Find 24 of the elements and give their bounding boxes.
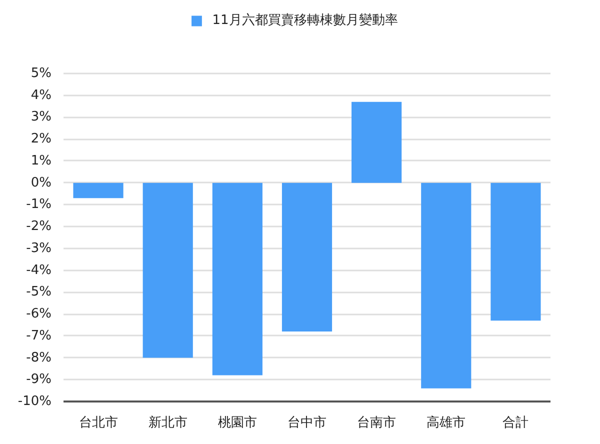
y-tick-label: -1% — [26, 197, 52, 212]
x-tick-label: 高雄市 — [426, 414, 466, 430]
y-tick-label: -2% — [26, 219, 52, 234]
y-tick-label: 1% — [30, 153, 52, 168]
y-tick-label: 0% — [30, 175, 52, 190]
legend-label: 11月六都買賣移轉棟數月變動率 — [212, 12, 398, 29]
y-tick-label: -6% — [26, 306, 52, 322]
y-tick-label: -7% — [26, 328, 52, 344]
x-tick-label: 台北市 — [78, 416, 118, 430]
y-tick-label: -3% — [26, 240, 52, 256]
x-tick-label: 新北市 — [148, 416, 188, 430]
y-tick-label: -9% — [26, 372, 52, 388]
y-tick-label: -4% — [26, 262, 52, 278]
y-tick-label: 2% — [30, 132, 52, 147]
y-tick-label: -8% — [26, 350, 52, 366]
y-tick-label: 4% — [30, 88, 52, 103]
x-tick-label: 台中市 — [288, 416, 326, 430]
y-tick-label: 3% — [30, 110, 52, 125]
x-tick-label: 合計 — [502, 416, 529, 430]
x-tick-label: 台南市 — [357, 416, 396, 430]
y-tick-label: -10% — [18, 394, 52, 409]
y-tick-label: -5% — [26, 284, 52, 300]
x-tick-label: 桃園市 — [218, 416, 257, 430]
y-tick-label: 5% — [30, 66, 52, 81]
